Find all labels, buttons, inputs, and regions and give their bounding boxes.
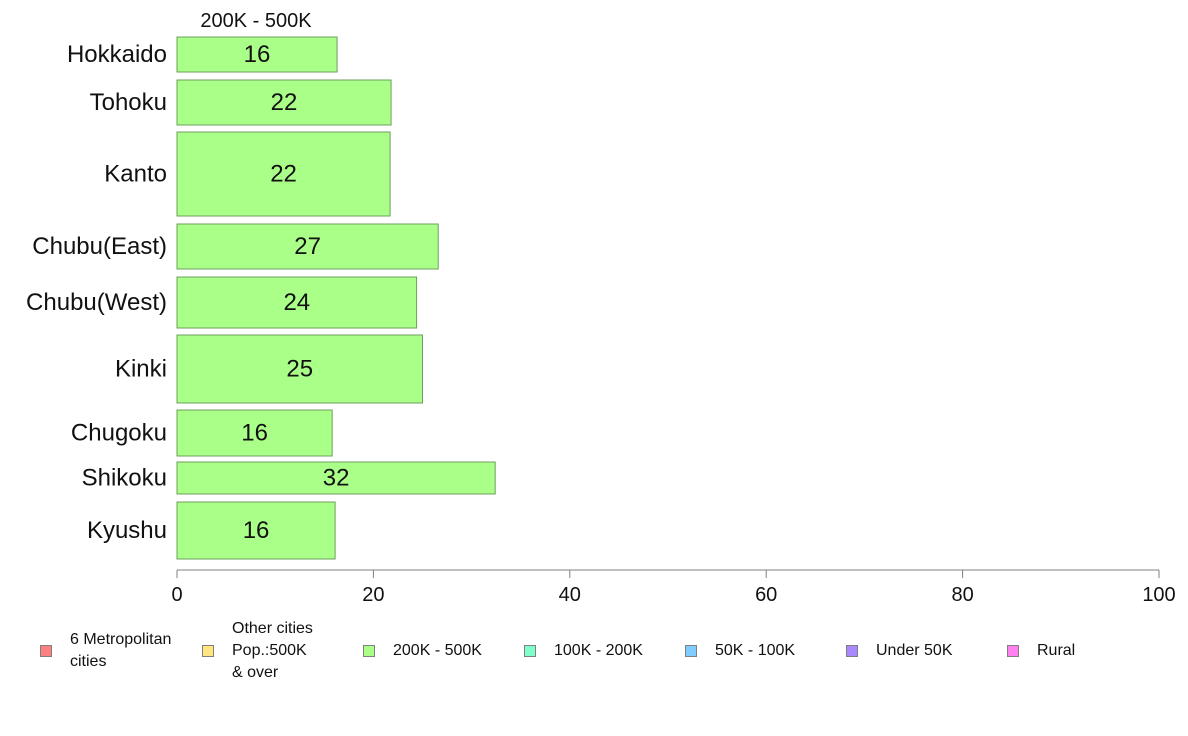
legend-label: 100K - 200K: [554, 642, 643, 659]
bar-kinki: [176, 334, 423, 404]
x-tick-label: 0: [171, 584, 182, 606]
legend-swatch: [202, 645, 214, 657]
data-label: 16: [243, 517, 270, 544]
data-label: 16: [241, 420, 268, 447]
bar-chart: 200K - 500K Hokkaido 16 Tohoku 22 Kanto 22 Chu…: [26, 10, 1176, 606]
legend-swatch: [40, 645, 52, 657]
x-axis: 0 20 40 60 80 100: [171, 569, 1176, 606]
legend-item: Other cities Pop.:500K & over: [202, 618, 313, 684]
category-label: Kyushu: [87, 517, 167, 544]
x-tick-label: 20: [362, 584, 384, 606]
legend-swatch: [846, 645, 858, 657]
x-tick-label: 40: [559, 584, 581, 606]
bar-kyushu: [176, 501, 336, 560]
category-label: Shikoku: [82, 465, 167, 492]
bar-kanto: [176, 131, 391, 217]
bar-shikoku: [176, 461, 496, 495]
category-label: Tohoku: [90, 89, 167, 116]
category-label: Chubu(West): [26, 289, 167, 316]
legend-label: 200K - 500K: [393, 642, 482, 659]
legend-item: 6 Metropolitan cities: [40, 618, 171, 684]
legend-item: 100K - 200K: [524, 618, 643, 684]
x-tick-label: 60: [755, 584, 777, 606]
data-label: 22: [271, 89, 298, 116]
category-label: Chubu(East): [32, 233, 167, 260]
data-label: 24: [283, 289, 310, 316]
legend-label: 6 Metropolitan cities: [70, 631, 172, 670]
category-label: Kinki: [115, 356, 167, 383]
legend-item: Rural: [1007, 618, 1075, 684]
bar-hokkaido: [176, 36, 338, 73]
legend-label: Rural: [1037, 642, 1076, 659]
x-tick-label: 100: [1142, 584, 1175, 606]
legend-label: Under 50K: [876, 642, 953, 659]
data-label: 16: [244, 41, 271, 68]
legend-swatch: [363, 645, 375, 657]
data-label: 22: [270, 161, 297, 188]
legend: 6 Metropolitan cities Other cities Pop.:5…: [0, 618, 1188, 698]
legend-swatch: [524, 645, 536, 657]
bar-chubu-west: [176, 276, 418, 329]
legend-swatch: [1007, 645, 1019, 657]
category-label: Kanto: [104, 161, 167, 188]
data-label: 25: [286, 356, 313, 383]
legend-label: 50K - 100K: [715, 642, 796, 659]
legend-item: Under 50K: [846, 618, 953, 684]
category-label: Chugoku: [71, 420, 167, 447]
data-label: 27: [294, 233, 321, 260]
category-label: Hokkaido: [67, 41, 167, 68]
legend-item: 200K - 500K: [363, 618, 482, 684]
bar-tohoku: [176, 79, 392, 126]
data-label: 32: [323, 465, 350, 492]
bar-chubu-east: [176, 223, 439, 270]
bar-chugoku: [176, 409, 333, 457]
bars-layer: Hokkaido 16 Tohoku 22 Kanto 22 Chubu(East) 27 Ch…: [26, 36, 496, 560]
legend-label: Other cities Pop.:500K & over: [232, 620, 313, 681]
x-tick-label: 80: [951, 584, 973, 606]
legend-item: 50K - 100K: [685, 618, 795, 684]
legend-swatch: [685, 645, 697, 657]
panel-title: 200K - 500K: [200, 10, 312, 32]
